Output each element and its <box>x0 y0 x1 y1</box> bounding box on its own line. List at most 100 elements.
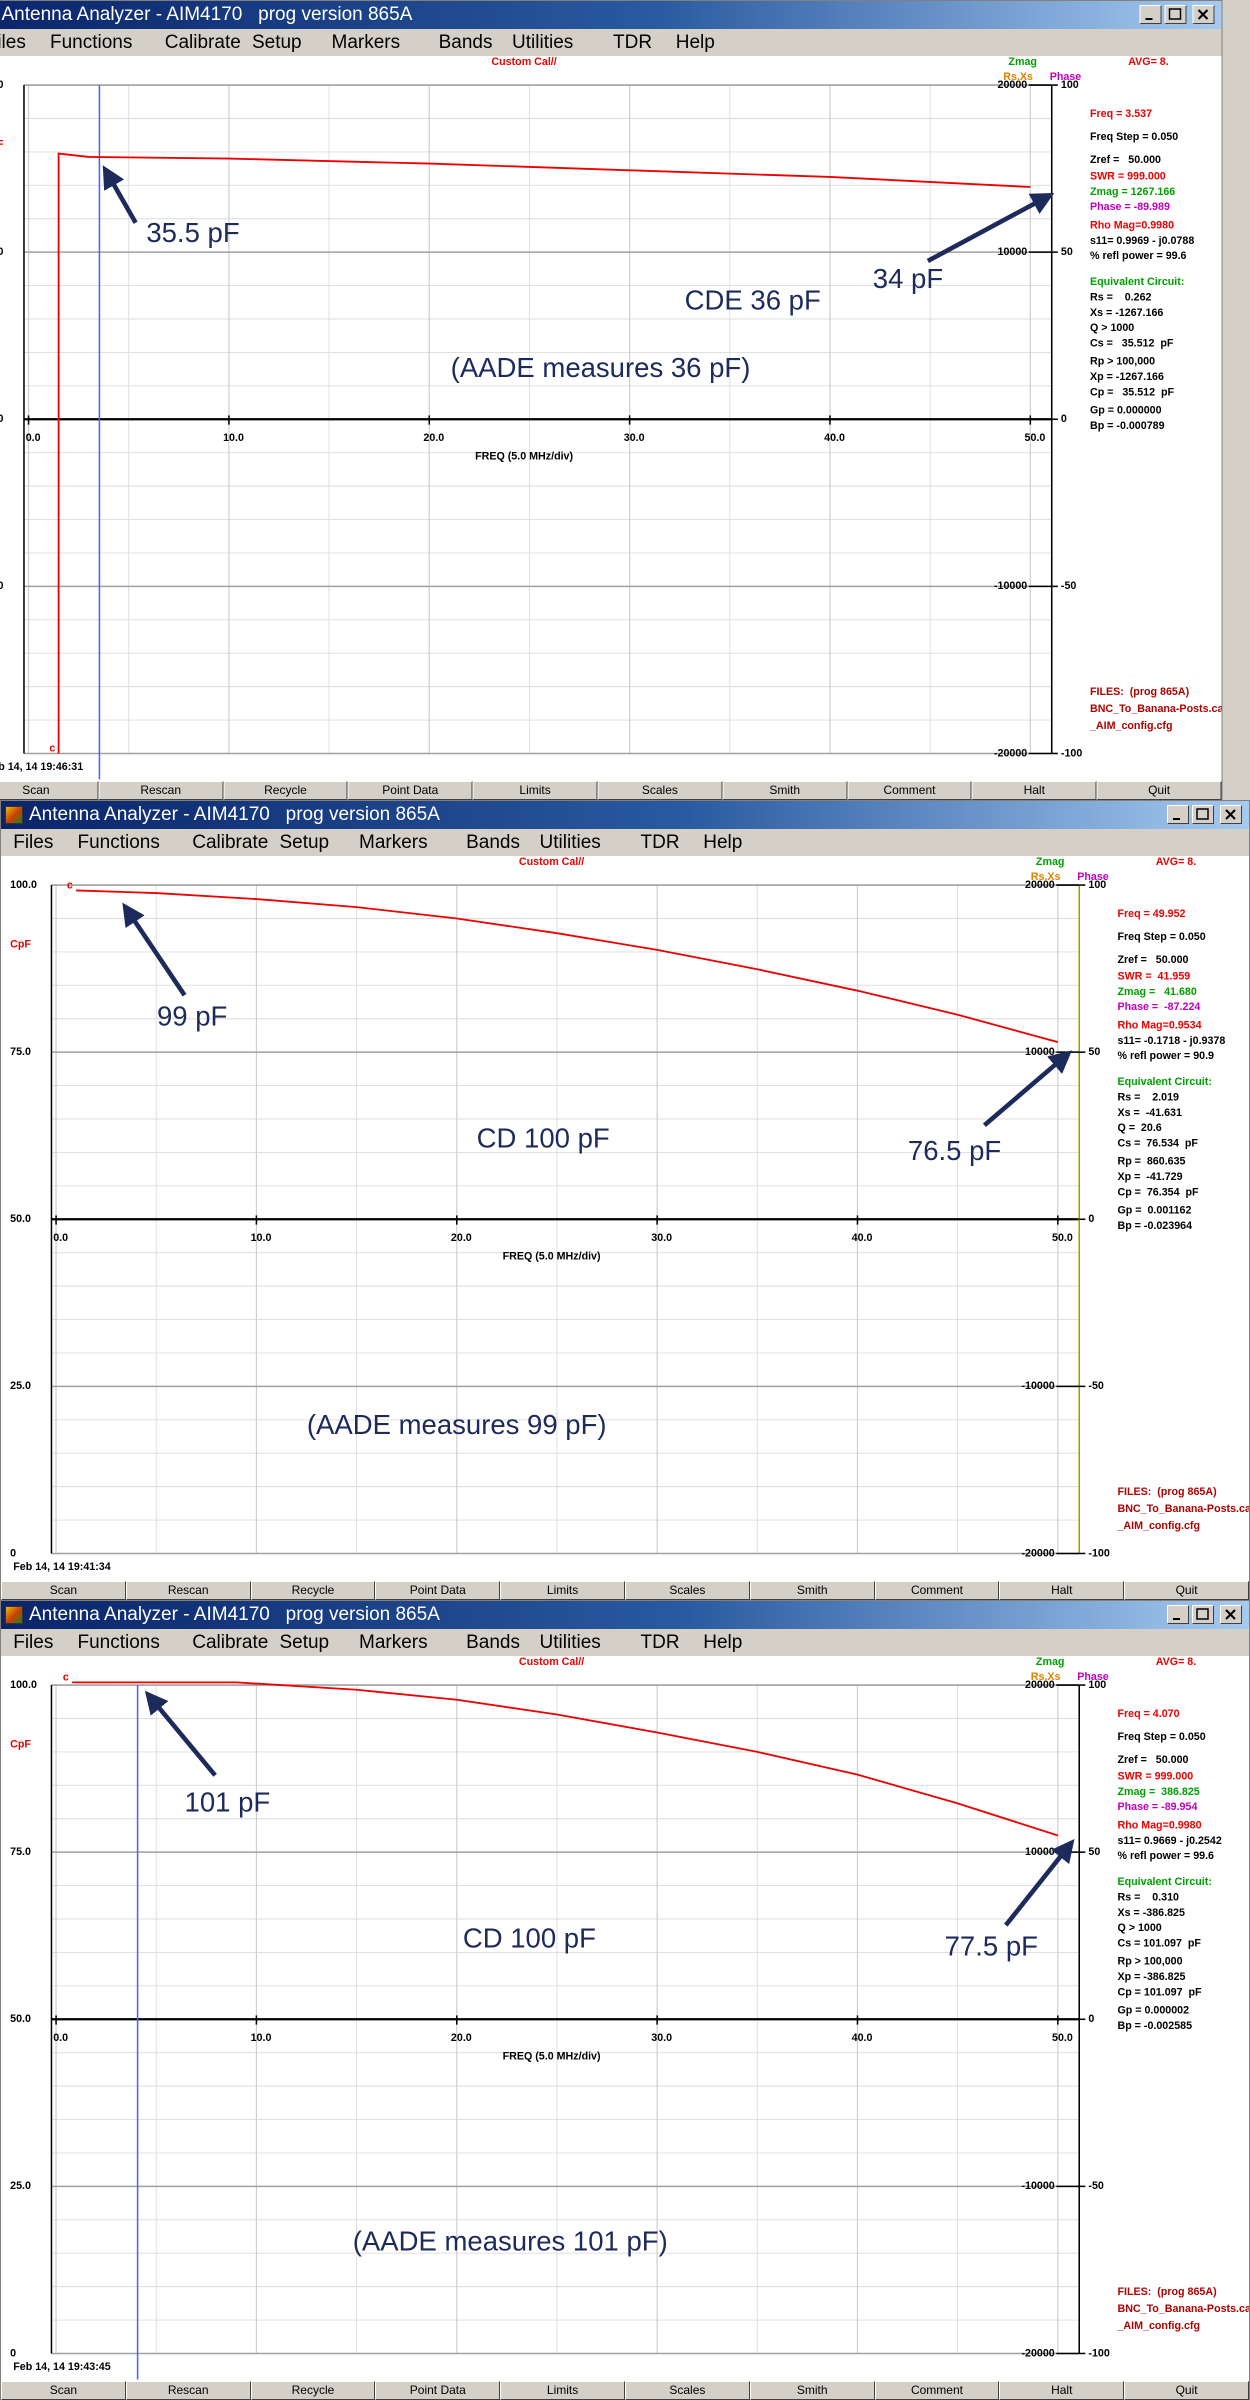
menu-item[interactable]: Help <box>703 832 743 853</box>
button[interactable]: Point Data <box>375 1581 501 1600</box>
x-tick-label: 0.0 <box>26 432 41 444</box>
button[interactable]: Recycle <box>250 1581 376 1600</box>
menu-item[interactable]: Files <box>13 832 54 853</box>
button[interactable]: Quit <box>1096 781 1222 800</box>
window-title: Antenna Analyzer - AIM4170 prog version … <box>29 1604 440 1625</box>
app-icon <box>5 806 23 824</box>
z-tick-label: 20000 <box>998 79 1028 91</box>
button[interactable]: Comment <box>874 1581 1000 1600</box>
maximize-button[interactable] <box>1192 805 1214 824</box>
z-tick-label: 10000 <box>1025 1846 1055 1858</box>
button[interactable]: Halt <box>999 1581 1125 1600</box>
button[interactable]: Comment <box>847 781 972 800</box>
menu-item[interactable]: Utilities <box>539 1632 601 1653</box>
averaging: AVG= 8. <box>1156 1656 1197 1668</box>
capacitance-curve <box>76 889 1059 1044</box>
button[interactable]: Scales <box>624 2381 750 2400</box>
menu-item[interactable]: Functions <box>77 832 160 853</box>
button[interactable]: Rescan <box>98 781 224 800</box>
y-tick-label: 75.0 <box>10 1846 31 1858</box>
button[interactable]: Rescan <box>125 1581 251 1600</box>
menu-item[interactable]: Utilities <box>539 832 601 853</box>
readout-line: Rs = 2.019 <box>1117 1091 1179 1103</box>
menu-item[interactable]: TDR <box>613 32 653 53</box>
readout-line: Rp > 100,000 <box>1090 356 1155 368</box>
button[interactable]: Recycle <box>250 2381 376 2400</box>
menu-item[interactable]: Calibrate <box>164 32 241 53</box>
phase-tick-label: -50 <box>1061 580 1077 592</box>
close-button[interactable] <box>1220 1605 1242 1624</box>
readout-line: % refl power = 90.9 <box>1117 1050 1214 1062</box>
readout-line: Q > 1000 <box>1117 1922 1161 1934</box>
button[interactable]: Limits <box>500 1581 625 1600</box>
glyph <box>1168 8 1182 20</box>
plot-area: 0.0 10.0 20.0 30.0 40.0 50.0 100.0 75.0 50.0 25.0… <box>1 856 1249 1581</box>
button[interactable]: Smith <box>722 781 848 800</box>
button[interactable]: Smith <box>749 1581 875 1600</box>
window-title: Antenna Analyzer - AIM4170 prog version … <box>1 4 413 25</box>
readout-line: Rho Mag=0.9980 <box>1090 220 1174 232</box>
menu-item[interactable]: Calibrate <box>192 832 269 853</box>
readout-line: Bp = -0.002585 <box>1117 2020 1192 2032</box>
button[interactable]: Point Data <box>375 2381 501 2400</box>
menu-item[interactable]: Functions <box>50 32 133 53</box>
button[interactable]: Scales <box>597 781 723 800</box>
maximize-button[interactable] <box>1164 5 1187 24</box>
readout-line: Xs = -41.631 <box>1117 1107 1182 1119</box>
menu-item[interactable]: Markers <box>359 1632 428 1653</box>
menu-item[interactable]: Help <box>703 1632 743 1653</box>
menu-item[interactable]: Utilities <box>512 32 574 53</box>
menu-item[interactable]: Help <box>675 32 715 53</box>
menu-item[interactable]: Files <box>0 32 26 53</box>
minimize-button[interactable] <box>1167 805 1189 824</box>
annotation: 99 pF <box>157 1000 227 1031</box>
close-button[interactable] <box>1220 805 1242 824</box>
close-icon <box>1225 809 1236 820</box>
button[interactable]: Scan <box>1 2381 126 2400</box>
close-button[interactable] <box>1192 5 1215 24</box>
button[interactable]: Quit <box>1124 1581 1249 1600</box>
button[interactable]: Halt <box>999 2381 1125 2400</box>
menu-item[interactable]: Files <box>13 1632 54 1653</box>
minimize-button[interactable] <box>1167 1605 1189 1624</box>
menu-item[interactable]: Setup <box>251 32 302 53</box>
button[interactable]: Recycle <box>223 781 348 800</box>
menu-item[interactable]: Setup <box>279 1632 330 1653</box>
readout-line: Bp = -0.000789 <box>1090 420 1165 432</box>
x-tick-label: 10.0 <box>251 2032 272 2044</box>
button[interactable]: Comment <box>874 2381 1000 2400</box>
maximize-button[interactable] <box>1192 1605 1214 1624</box>
menu-item[interactable]: Functions <box>77 1632 160 1653</box>
menu-item[interactable]: Bands <box>466 1632 520 1653</box>
readout-line: % refl power = 99.6 <box>1090 250 1187 262</box>
y-tick-label: 25.0 <box>10 1380 31 1392</box>
y-tick-label: 30.0 <box>0 246 4 258</box>
button[interactable]: Point Data <box>347 781 473 800</box>
menu-item[interactable]: Markers <box>331 32 401 53</box>
phase-tick-label: 0 <box>1088 1213 1094 1225</box>
readout-line: Freq = 49.952 <box>1117 908 1185 920</box>
phase-tick-label: 50 <box>1088 1046 1100 1058</box>
annotation: 35.5 pF <box>146 217 239 248</box>
button[interactable]: Limits <box>472 781 598 800</box>
button[interactable]: Scales <box>624 1581 750 1600</box>
readout-line: Zmag = 1267.166 <box>1090 186 1175 198</box>
button[interactable]: Halt <box>971 781 1097 800</box>
menu-item[interactable]: Bands <box>438 32 493 53</box>
menu-item[interactable]: Calibrate <box>192 1632 269 1653</box>
button[interactable]: Smith <box>749 2381 875 2400</box>
button[interactable]: Quit <box>1124 2381 1249 2400</box>
button[interactable]: Limits <box>500 2381 625 2400</box>
button[interactable]: Scan <box>1 1581 126 1600</box>
file-line: FILES: (prog 865A) <box>1117 1486 1217 1498</box>
button[interactable]: Rescan <box>125 2381 251 2400</box>
readout-line: SWR = 999.000 <box>1090 171 1166 183</box>
menu-item[interactable]: Setup <box>279 832 330 853</box>
menu-item[interactable]: Markers <box>359 832 428 853</box>
minimize-button[interactable] <box>1139 5 1162 24</box>
menu-item[interactable]: Bands <box>466 832 520 853</box>
menu-item[interactable]: TDR <box>640 1632 680 1653</box>
button[interactable]: Scan <box>0 781 99 800</box>
menu-item[interactable]: TDR <box>640 832 680 853</box>
phase-tick-label: -100 <box>1088 2347 1109 2359</box>
